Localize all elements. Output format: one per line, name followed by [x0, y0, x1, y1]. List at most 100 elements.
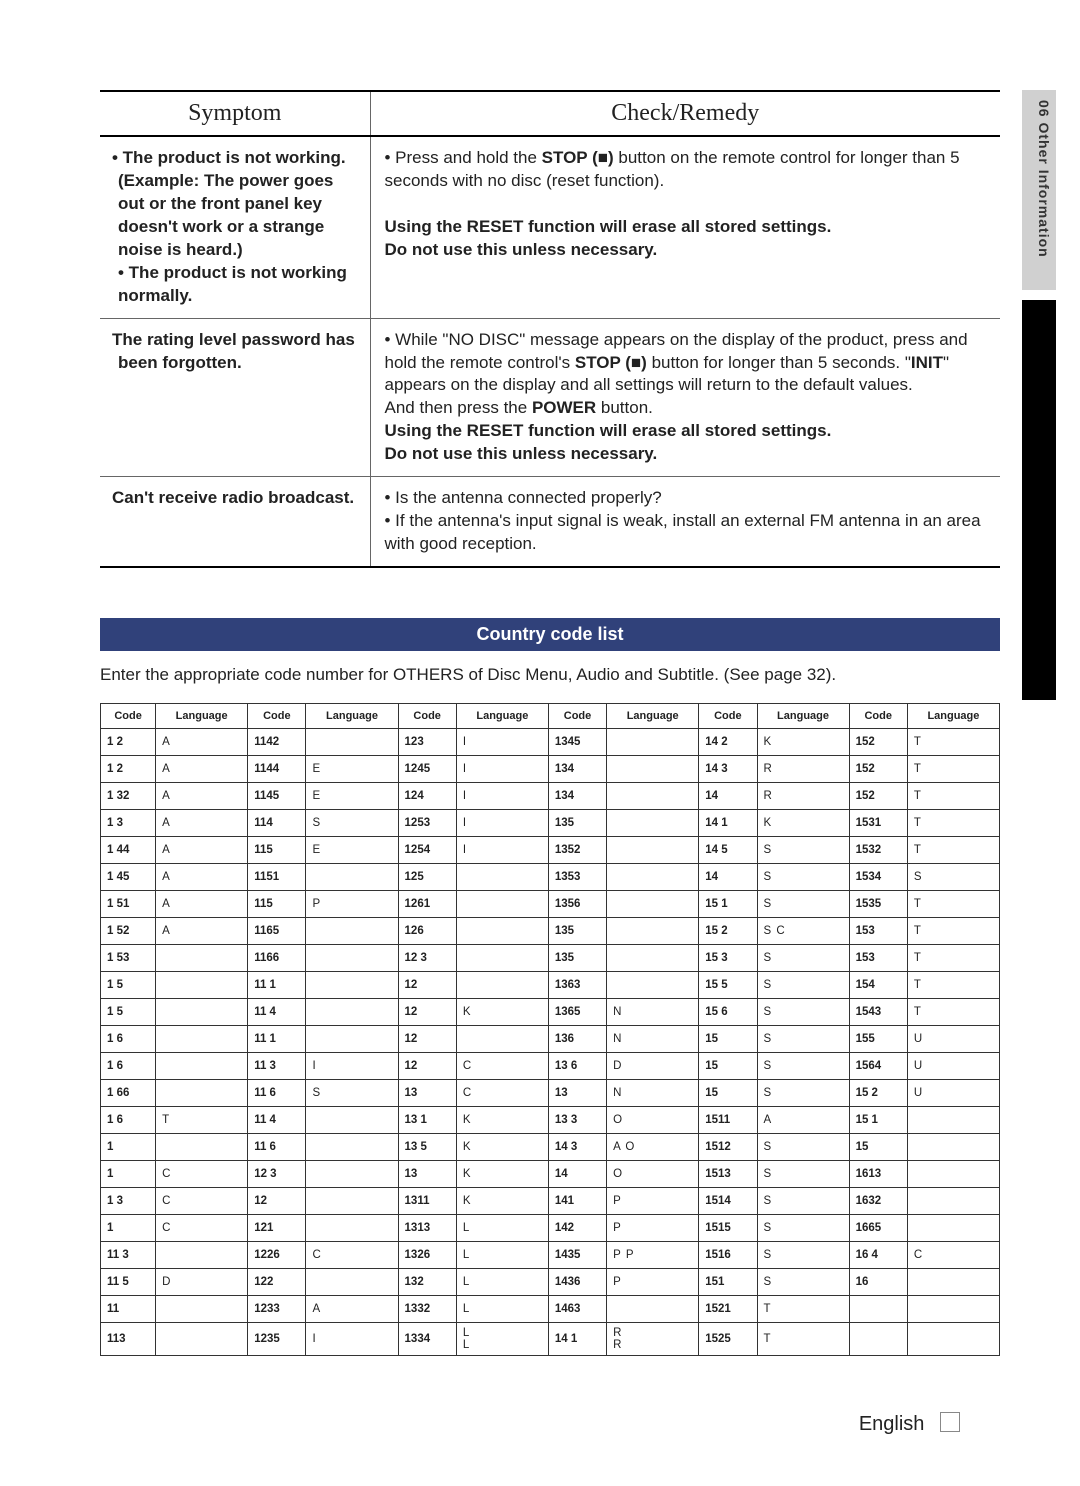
cc-code-cell: 1 2: [101, 756, 156, 783]
cc-code-cell: 153: [849, 945, 907, 972]
cc-lang-cell: A: [156, 918, 248, 945]
cc-code-cell: 126: [398, 918, 456, 945]
cc-code-cell: 134: [548, 783, 606, 810]
cc-code-cell: 1 6: [101, 1026, 156, 1053]
cc-lang-cell: N: [607, 1080, 699, 1107]
cc-code-cell: 1313: [398, 1215, 456, 1242]
cc-lang-cell: [306, 945, 398, 972]
cc-code-cell: 1 2: [101, 729, 156, 756]
cc-lang-cell: C: [306, 1242, 398, 1269]
cc-lang-cell: T: [907, 972, 999, 999]
page-number-box: [940, 1412, 960, 1432]
cc-lang-cell: [456, 1026, 548, 1053]
cc-code-cell: 1 6: [101, 1053, 156, 1080]
cc-lang-cell: S: [757, 1026, 849, 1053]
cc-code-cell: 122: [248, 1269, 306, 1296]
cc-lang-cell: S: [757, 1188, 849, 1215]
cc-lang-cell: I: [306, 1323, 398, 1356]
cc-lang-cell: S: [757, 972, 849, 999]
cc-code-cell: 1514: [699, 1188, 757, 1215]
cc-code-cell: 14 3: [548, 1134, 606, 1161]
cc-code-cell: 1332: [398, 1296, 456, 1323]
cc-header: Language: [607, 704, 699, 729]
cc-code-cell: 13 3: [548, 1107, 606, 1134]
cc-code-cell: 1 66: [101, 1080, 156, 1107]
cc-code-cell: 1 6: [101, 1107, 156, 1134]
cc-lang-cell: [907, 1215, 999, 1242]
cc-code-cell: 12: [398, 1026, 456, 1053]
symptom-cell: Can't receive radio broadcast.: [100, 477, 370, 567]
cc-lang-cell: T: [907, 810, 999, 837]
cc-row: 1 611 3I12C13 6D15S1564U: [101, 1053, 1000, 1080]
cc-lang-cell: T: [757, 1323, 849, 1356]
cc-lang-cell: E: [306, 756, 398, 783]
cc-lang-cell: U: [907, 1053, 999, 1080]
cc-row: 1C12 313K14O1513S1613: [101, 1161, 1000, 1188]
cc-code-cell: 1: [101, 1215, 156, 1242]
troubleshoot-row: • The product is not working.(Example: T…: [100, 136, 1000, 318]
cc-lang-cell: O: [607, 1107, 699, 1134]
cc-code-cell: 1 5: [101, 999, 156, 1026]
cc-code-cell: 155: [849, 1026, 907, 1053]
cc-lang-cell: K: [757, 729, 849, 756]
symptom-cell: The rating level password has been forgo…: [100, 318, 370, 477]
cc-code-cell: 1365: [548, 999, 606, 1026]
cc-code-cell: 16 4: [849, 1242, 907, 1269]
cc-code-cell: 1534: [849, 864, 907, 891]
cc-code-cell: 1516: [699, 1242, 757, 1269]
cc-code-cell: 15: [699, 1080, 757, 1107]
cc-lang-cell: [156, 999, 248, 1026]
cc-lang-cell: T: [907, 729, 999, 756]
cc-row: 1 44A115E1254I135214 5S1532T: [101, 837, 1000, 864]
cc-lang-cell: P: [607, 1215, 699, 1242]
cc-lang-cell: T: [757, 1296, 849, 1323]
cc-row: 1 6611 6S13C13N15S15 2U: [101, 1080, 1000, 1107]
troubleshoot-row: The rating level password has been forgo…: [100, 318, 1000, 477]
cc-code-cell: 123: [398, 729, 456, 756]
cc-code-cell: 1665: [849, 1215, 907, 1242]
cc-code-cell: 136: [548, 1026, 606, 1053]
cc-lang-cell: [907, 1188, 999, 1215]
th-remedy: Check/Remedy: [370, 91, 1000, 136]
cc-lang-cell: A: [156, 756, 248, 783]
cc-code-cell: [849, 1323, 907, 1356]
cc-lang-cell: O: [607, 1161, 699, 1188]
cc-code-cell: 1515: [699, 1215, 757, 1242]
cc-lang-cell: S: [907, 864, 999, 891]
cc-lang-cell: K: [456, 1134, 548, 1161]
cc-code-cell: 124: [398, 783, 456, 810]
cc-code-cell: 1 45: [101, 864, 156, 891]
cc-code-cell: 1: [101, 1161, 156, 1188]
cc-lang-cell: [607, 891, 699, 918]
cc-code-cell: 14 3: [699, 756, 757, 783]
cc-lang-cell: S: [757, 999, 849, 1026]
cc-lang-cell: [156, 1026, 248, 1053]
cc-code-cell: 135: [548, 810, 606, 837]
cc-code-cell: 135: [548, 945, 606, 972]
cc-code-cell: 13 5: [398, 1134, 456, 1161]
cc-code-cell: 11 3: [101, 1242, 156, 1269]
cc-lang-cell: [607, 810, 699, 837]
cc-lang-cell: [907, 1323, 999, 1356]
cc-lang-cell: [456, 864, 548, 891]
cc-lang-cell: S: [757, 1080, 849, 1107]
side-tab: 06 Other Information: [1022, 90, 1056, 290]
cc-code-cell: 1145: [248, 783, 306, 810]
cc-header: Language: [156, 704, 248, 729]
cc-code-cell: 12: [248, 1188, 306, 1215]
cc-lang-cell: LL: [456, 1323, 548, 1356]
cc-lang-cell: D: [156, 1269, 248, 1296]
cc-lang-cell: L: [456, 1269, 548, 1296]
cc-lang-cell: C: [456, 1053, 548, 1080]
cc-code-cell: 12 3: [248, 1161, 306, 1188]
cc-code-cell: 13: [548, 1080, 606, 1107]
cc-code-cell: 121: [248, 1215, 306, 1242]
cc-lang-cell: [156, 1134, 248, 1161]
cc-lang-cell: U: [907, 1026, 999, 1053]
cc-code-cell: 113: [101, 1323, 156, 1356]
cc-code-cell: 1165: [248, 918, 306, 945]
cc-lang-cell: [156, 1080, 248, 1107]
cc-code-cell: 114: [248, 810, 306, 837]
cc-header: Code: [548, 704, 606, 729]
cc-lang-cell: T: [907, 783, 999, 810]
